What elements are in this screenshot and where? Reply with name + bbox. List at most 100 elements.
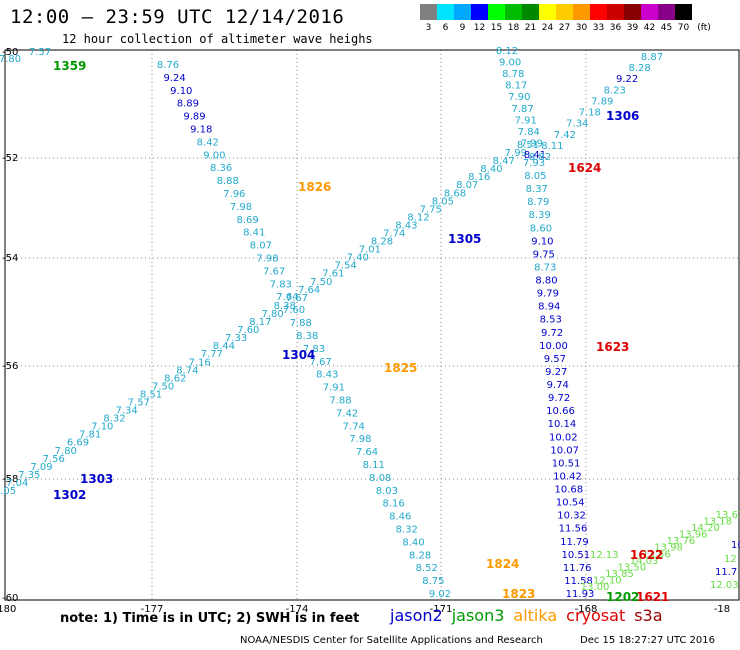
wave-height-label: 10.66 xyxy=(546,406,575,417)
wave-height-label: 7.61 xyxy=(322,269,344,280)
scale-label: 24 xyxy=(541,23,554,33)
wave-height-label: 8.88 xyxy=(217,176,239,187)
scale-swatch xyxy=(675,4,692,20)
wave-height-label: 8.75 xyxy=(422,576,444,587)
wave-height-label: 8.38 xyxy=(274,301,296,312)
wave-height-label: 8.41 xyxy=(524,150,546,161)
wave-height-label: 8.41 xyxy=(243,228,265,239)
wave-height-label: 8.28 xyxy=(409,550,431,561)
scale-unit: (ft) xyxy=(697,23,711,33)
wave-height-label: 7.80 xyxy=(261,309,283,320)
wave-height-label: 7.80 xyxy=(55,446,77,457)
track-id-label: 1306 xyxy=(606,109,639,123)
lon-tick-label: -171 xyxy=(430,604,453,615)
wave-height-label: 7.05 xyxy=(0,486,16,497)
track-id-label: 1303 xyxy=(80,472,113,486)
track-id-label: 1824 xyxy=(486,557,519,571)
extra-values: 12.13 12.03 11.7 10 12 xyxy=(590,540,740,591)
wave-height-label: 7.64 xyxy=(356,447,378,458)
wave-height-label: 9.75 xyxy=(533,249,555,260)
wave-height-label: 9.02 xyxy=(429,589,451,600)
wave-height-label: 7.57 xyxy=(128,398,150,409)
credit-text: NOAA/NESDIS Center for Satellite Applica… xyxy=(240,635,543,646)
wave-height-label: 7.04 xyxy=(6,478,28,489)
wave-height-label: 7.98 xyxy=(256,254,278,265)
wave-height-label: 11.7 xyxy=(715,567,737,578)
wave-height-label: 13.50 xyxy=(617,562,646,573)
wave-height-label: 7.99 xyxy=(505,148,527,159)
wave-height-label: 8.03 xyxy=(376,486,398,497)
lon-tick-label: -180 xyxy=(0,604,16,615)
scale-label: 21 xyxy=(524,23,537,33)
scale-label: 27 xyxy=(558,23,571,33)
wave-height-label: 8.47 xyxy=(493,156,515,167)
wave-height-label: 9.10 xyxy=(531,236,553,247)
wave-height-label: 8.05 xyxy=(524,171,546,182)
wave-height-label: 8.12 xyxy=(496,46,518,57)
wave-height-label: 8.62 xyxy=(164,373,186,384)
wave-height-label: 8.46 xyxy=(389,512,411,523)
scale-swatch xyxy=(556,4,573,20)
wave-height-label: 8.79 xyxy=(527,197,549,208)
wave-height-label: 8.11 xyxy=(363,460,385,471)
wave-height-label: 8.52 xyxy=(416,563,438,574)
scale-label: 15 xyxy=(490,23,503,33)
wave-height-label: 8.87 xyxy=(641,52,663,63)
wave-height-label: 12.13 xyxy=(590,550,619,561)
scale-swatch xyxy=(607,4,624,20)
wave-height-label: 7.40 xyxy=(347,253,369,264)
wave-height-label: 7.88 xyxy=(329,396,351,407)
wave-height-label: 10 xyxy=(731,540,740,551)
scale-swatch xyxy=(641,4,658,20)
wave-height-label: 7.90 xyxy=(508,92,530,103)
lat-tick-label: -54 xyxy=(2,253,18,264)
wave-height-label: 12.03 xyxy=(710,580,739,591)
wave-height-label: 7.75 xyxy=(420,204,442,215)
page-title: 12:00 — 23:59 UTC 12/14/2016 xyxy=(10,6,345,28)
wave-height-label: 13.98 xyxy=(654,543,683,554)
scale-swatch xyxy=(522,4,539,20)
wave-height-label: 7.98 xyxy=(349,434,371,445)
wave-height-label: 7.64 xyxy=(276,292,298,303)
scale-swatch xyxy=(437,4,454,20)
lon-tick-label: -18 xyxy=(714,604,730,615)
lon-tick-label: -168 xyxy=(575,604,598,615)
scale-label: 9 xyxy=(459,23,466,33)
wave-height-label: 7.10 xyxy=(91,422,113,433)
lon-tick-label: -177 xyxy=(141,604,164,615)
wave-height-label: 10.54 xyxy=(556,498,585,509)
wave-height-label: 12.10 xyxy=(593,576,622,587)
wave-height-label: 10.51 xyxy=(561,550,590,561)
lon-tick-label: -174 xyxy=(286,604,309,615)
wave-height-label: 9.89 xyxy=(183,112,205,123)
wave-height-label: 9.24 xyxy=(163,73,185,84)
track-id-label: 1825 xyxy=(384,361,417,375)
wave-height-label: 8.11 xyxy=(541,141,563,152)
lat-tick-label: -58 xyxy=(2,474,18,485)
wave-height-label: 7.64 xyxy=(298,285,320,296)
map-grid xyxy=(5,50,740,600)
wave-height-label: 9.18 xyxy=(190,125,212,136)
scale-label: 18 xyxy=(507,23,520,33)
wave-height-label: 10.07 xyxy=(550,445,579,456)
scale-swatch xyxy=(420,4,437,20)
page-subtitle: 12 hour collection of altimeter wave hei… xyxy=(62,32,373,46)
wave-height-label: 11.56 xyxy=(559,524,588,535)
wave-height-label: 7.91 xyxy=(323,383,345,394)
wave-height-label: 8.73 xyxy=(534,263,556,274)
wave-height-label: 8.51 xyxy=(517,140,539,151)
scale-swatch xyxy=(539,4,556,20)
wave-height-label: 8.23 xyxy=(604,85,626,96)
wave-height-label: 7.99 xyxy=(521,138,543,149)
wave-height-label: 9.72 xyxy=(548,393,570,404)
wave-height-label: 7.98 xyxy=(230,202,252,213)
wave-height-label: 11.76 xyxy=(563,563,592,574)
track-values: 8.76 9.24 9.10 8.89 9.89 9.188.42 9.00 8.36 8.88… xyxy=(0,46,740,600)
wave-height-label: 8.37 xyxy=(526,184,548,195)
wave-height-label: 7.67 xyxy=(286,293,308,304)
wave-height-label: 8.40 xyxy=(402,537,424,548)
wave-height-label: 7.67 xyxy=(309,357,331,368)
wave-height-label: 8.08 xyxy=(369,473,391,484)
wave-height-label: 9.27 xyxy=(545,367,567,378)
